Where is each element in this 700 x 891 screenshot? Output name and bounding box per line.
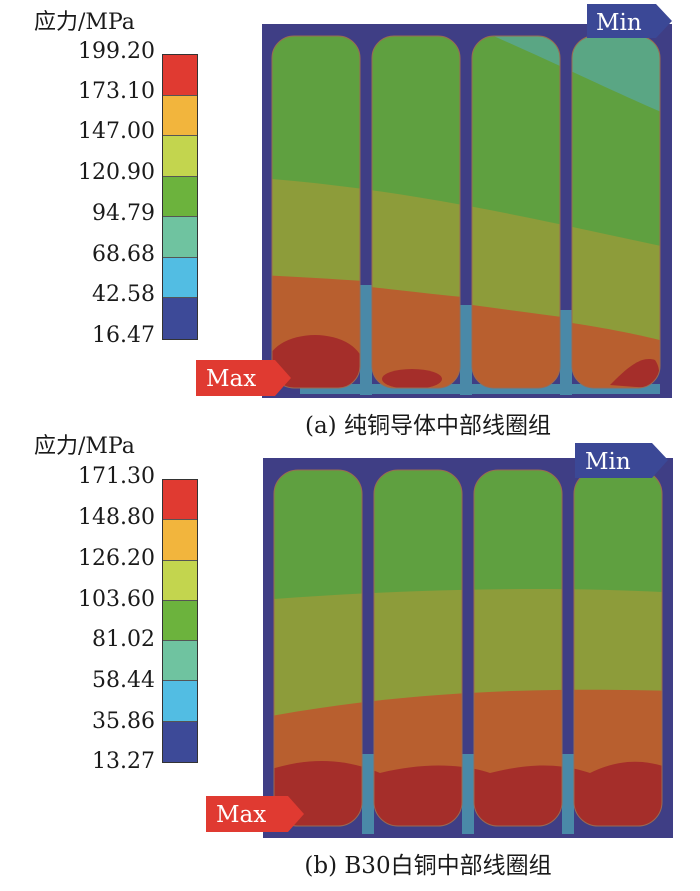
legend-value: 171.30 bbox=[78, 464, 155, 489]
legend-color-swatch bbox=[163, 520, 197, 561]
min-marker-label: Min bbox=[585, 449, 631, 475]
legend-value: 120.90 bbox=[78, 160, 155, 185]
legend-color-swatch bbox=[163, 176, 197, 218]
caption: (b) B30白铜中部线圈组 bbox=[304, 853, 552, 879]
gap-region bbox=[360, 285, 372, 395]
coil-3 bbox=[472, 36, 560, 388]
legend-value: 35.86 bbox=[92, 709, 155, 734]
caption: (a) 纯铜导体中部线圈组 bbox=[305, 413, 551, 439]
max-marker-label: Max bbox=[206, 366, 256, 392]
legend-color-swatch bbox=[163, 681, 197, 722]
legend-color-swatch bbox=[163, 95, 197, 137]
panel-b: Min Max 应力/MPa 171.30 148.80 126.20 103.… bbox=[0, 428, 700, 891]
color-legend-bar bbox=[162, 54, 198, 340]
legend-color-swatch bbox=[163, 55, 197, 96]
legend-value: 199.20 bbox=[78, 39, 155, 64]
legend-color-swatch bbox=[163, 257, 197, 299]
legend-value: 42.58 bbox=[92, 282, 155, 307]
legend-value: 16.47 bbox=[92, 323, 155, 348]
legend-value: 173.10 bbox=[78, 79, 155, 104]
legend-value: 94.79 bbox=[92, 201, 155, 226]
legend-value: 58.44 bbox=[92, 668, 155, 693]
legend-value: 81.02 bbox=[92, 627, 155, 652]
legend-value: 148.80 bbox=[78, 505, 155, 530]
legend-color-swatch bbox=[163, 600, 197, 642]
coil-3 bbox=[474, 470, 562, 826]
min-marker: Min bbox=[575, 443, 668, 478]
legend-color-swatch bbox=[163, 217, 197, 258]
legend-color-swatch bbox=[163, 298, 197, 339]
coil-1 bbox=[272, 36, 360, 388]
legend-color-swatch bbox=[163, 721, 197, 762]
min-marker-label: Min bbox=[596, 10, 642, 36]
coil-4 bbox=[572, 36, 660, 388]
legend-color-swatch bbox=[163, 641, 197, 682]
gap-region bbox=[462, 754, 474, 834]
legend-value: 147.00 bbox=[78, 119, 155, 144]
stress-contour-plot-a: Min Max bbox=[196, 4, 672, 398]
gap-region bbox=[560, 310, 572, 395]
max-marker: Max bbox=[196, 360, 291, 396]
legend-color-swatch bbox=[163, 480, 197, 521]
coil-2 bbox=[374, 470, 462, 826]
max-marker: Max bbox=[206, 796, 304, 832]
max-marker-label: Max bbox=[216, 802, 266, 828]
color-legend-bar bbox=[162, 479, 198, 763]
panel-a: Min Max 应力/MPa 199.20 173.10 147.00 120.… bbox=[0, 0, 700, 445]
legend-value: 68.68 bbox=[92, 242, 155, 267]
legend-title: 应力/MPa bbox=[34, 10, 135, 35]
stress-contour-plot-b: Min Max bbox=[206, 443, 673, 838]
coil-2 bbox=[372, 36, 460, 388]
gap-region bbox=[362, 754, 374, 834]
legend-color-swatch bbox=[163, 560, 197, 601]
legend-value: 13.27 bbox=[92, 749, 155, 774]
gap-region bbox=[562, 754, 574, 834]
gap-region bbox=[460, 305, 472, 395]
coil-1 bbox=[274, 470, 362, 826]
min-marker: Min bbox=[587, 4, 672, 38]
legend-color-swatch bbox=[163, 136, 197, 177]
legend-value: 103.60 bbox=[78, 587, 155, 612]
bottom-gap-region bbox=[300, 384, 660, 394]
legend-title: 应力/MPa bbox=[34, 434, 135, 459]
legend-value: 126.20 bbox=[78, 546, 155, 571]
